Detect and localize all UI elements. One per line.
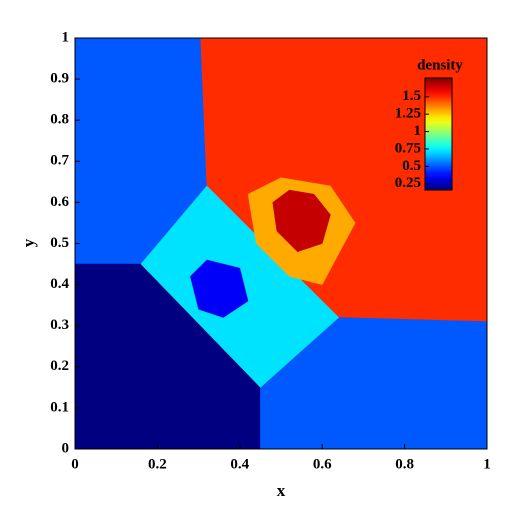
- y-tick-label: 0.7: [50, 153, 69, 169]
- colorbar-tick-label: 0.75: [395, 140, 421, 156]
- y-tick-label: 0.8: [50, 112, 69, 128]
- colorbar-tick-label: 0.5: [402, 158, 421, 174]
- colorbar-tick-label: 1: [414, 123, 422, 139]
- density-region: [190, 259, 249, 318]
- x-tick-label: 0.4: [230, 456, 249, 472]
- y-tick-label: 0.3: [50, 317, 69, 333]
- colorbar-tick-label: 0.25: [395, 175, 421, 191]
- colorbar-tick-label: 1.25: [395, 106, 421, 122]
- y-tick-label: 0: [62, 440, 70, 456]
- colorbar: [424, 77, 453, 191]
- x-tick-label: 0.8: [395, 456, 414, 472]
- x-tick-label: 0: [71, 456, 79, 472]
- y-tick-label: 0.9: [50, 71, 69, 87]
- x-tick-label: 0.2: [148, 456, 167, 472]
- y-tick-label: 0.2: [50, 358, 69, 374]
- y-tick-label: 0.1: [50, 399, 69, 415]
- field: [74, 37, 488, 450]
- y-tick-label: 0.4: [50, 276, 69, 292]
- y-tick-label: 0.5: [50, 235, 69, 251]
- y-axis-label: y: [19, 238, 38, 247]
- colorbar-tick-label: 1.5: [402, 88, 421, 104]
- x-tick-label: 0.6: [313, 456, 332, 472]
- colorbar-title: density: [417, 57, 463, 73]
- x-axis-label: x: [277, 481, 286, 500]
- x-tick-label: 1: [483, 456, 491, 472]
- y-tick-label: 1: [62, 29, 70, 45]
- density-region: [272, 189, 331, 253]
- y-tick-label: 0.6: [50, 194, 69, 210]
